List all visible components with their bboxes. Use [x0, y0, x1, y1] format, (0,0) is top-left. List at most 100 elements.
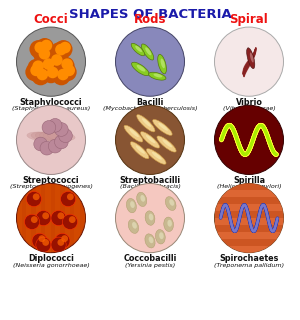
Bar — [214, 232, 284, 239]
Ellipse shape — [36, 211, 51, 226]
Text: Streptobacilli: Streptobacilli — [119, 176, 181, 185]
Ellipse shape — [157, 136, 176, 152]
Bar — [55, 183, 60, 253]
Bar — [214, 183, 284, 190]
Text: (Treponema pallidum): (Treponema pallidum) — [214, 263, 284, 268]
Text: (Vibrio cholerae): (Vibrio cholerae) — [223, 106, 275, 111]
Ellipse shape — [250, 52, 253, 62]
Ellipse shape — [128, 219, 139, 233]
Ellipse shape — [56, 57, 75, 75]
Text: Coccobacilli: Coccobacilli — [123, 254, 177, 263]
Ellipse shape — [46, 52, 64, 71]
Text: Diplococci: Diplococci — [28, 254, 74, 263]
Text: Rods: Rods — [134, 13, 166, 26]
Circle shape — [214, 27, 284, 96]
Ellipse shape — [155, 229, 165, 244]
Ellipse shape — [39, 48, 50, 60]
Ellipse shape — [58, 239, 64, 246]
Ellipse shape — [42, 65, 60, 83]
Bar — [84, 183, 89, 253]
Ellipse shape — [130, 142, 149, 159]
Ellipse shape — [148, 72, 166, 80]
Text: SHAPES OF BACTERIA: SHAPES OF BACTERIA — [69, 7, 231, 20]
Ellipse shape — [38, 57, 56, 75]
Ellipse shape — [169, 199, 174, 206]
Ellipse shape — [41, 40, 52, 51]
Ellipse shape — [163, 139, 172, 147]
Circle shape — [16, 105, 86, 174]
Ellipse shape — [32, 67, 50, 85]
Text: (Staphylococcus aureus): (Staphylococcus aureus) — [12, 106, 90, 111]
Ellipse shape — [24, 214, 40, 229]
Ellipse shape — [137, 65, 146, 72]
Ellipse shape — [32, 60, 44, 72]
Circle shape — [214, 105, 284, 174]
Bar — [65, 183, 70, 253]
Ellipse shape — [69, 216, 76, 223]
Text: Staphylococci: Staphylococci — [20, 98, 82, 107]
Bar — [214, 218, 284, 225]
Ellipse shape — [34, 46, 52, 65]
Text: Bacilli: Bacilli — [136, 98, 164, 107]
Ellipse shape — [42, 239, 49, 246]
Ellipse shape — [142, 44, 154, 60]
Ellipse shape — [44, 132, 71, 141]
Circle shape — [16, 183, 86, 253]
Ellipse shape — [61, 235, 68, 242]
Bar — [214, 225, 284, 232]
Ellipse shape — [145, 234, 155, 248]
Ellipse shape — [146, 149, 166, 164]
Text: Vibrio: Vibrio — [236, 98, 262, 107]
Ellipse shape — [158, 54, 167, 74]
Ellipse shape — [29, 40, 48, 58]
Ellipse shape — [145, 211, 155, 225]
Ellipse shape — [149, 214, 153, 220]
Ellipse shape — [51, 54, 63, 66]
Text: Streptococci: Streptococci — [23, 176, 79, 185]
Circle shape — [116, 105, 184, 174]
Ellipse shape — [42, 121, 56, 134]
Ellipse shape — [137, 192, 147, 206]
Bar — [16, 183, 22, 253]
Ellipse shape — [27, 132, 54, 141]
Ellipse shape — [130, 201, 135, 208]
Ellipse shape — [167, 220, 172, 227]
Bar — [74, 183, 80, 253]
Ellipse shape — [48, 132, 75, 141]
Circle shape — [116, 183, 184, 253]
Ellipse shape — [165, 197, 176, 211]
Ellipse shape — [126, 198, 136, 213]
Ellipse shape — [130, 129, 139, 137]
Bar — [214, 204, 284, 211]
Ellipse shape — [67, 193, 74, 200]
Ellipse shape — [52, 67, 70, 85]
Ellipse shape — [33, 193, 40, 200]
Ellipse shape — [32, 233, 47, 249]
Ellipse shape — [34, 42, 46, 53]
Ellipse shape — [25, 63, 44, 81]
Ellipse shape — [140, 132, 160, 148]
Ellipse shape — [55, 123, 68, 136]
Ellipse shape — [146, 135, 155, 143]
Ellipse shape — [61, 191, 76, 207]
Ellipse shape — [154, 74, 162, 77]
Ellipse shape — [59, 129, 72, 143]
Ellipse shape — [124, 125, 143, 142]
Ellipse shape — [42, 212, 49, 219]
Ellipse shape — [131, 43, 145, 56]
Ellipse shape — [62, 214, 78, 229]
Ellipse shape — [55, 44, 67, 55]
Ellipse shape — [55, 135, 68, 149]
Ellipse shape — [158, 123, 168, 131]
Bar — [214, 197, 284, 204]
Ellipse shape — [57, 69, 69, 80]
Text: alamy - PA6G9X: alamy - PA6G9X — [106, 305, 194, 316]
Ellipse shape — [51, 237, 66, 252]
Ellipse shape — [153, 119, 172, 135]
Text: Spiral: Spiral — [230, 13, 268, 26]
Text: Cocci: Cocci — [34, 13, 68, 26]
Ellipse shape — [63, 65, 75, 76]
Ellipse shape — [137, 115, 155, 132]
Ellipse shape — [51, 211, 66, 226]
Text: (Helicobacter pylori): (Helicobacter pylori) — [217, 184, 281, 189]
